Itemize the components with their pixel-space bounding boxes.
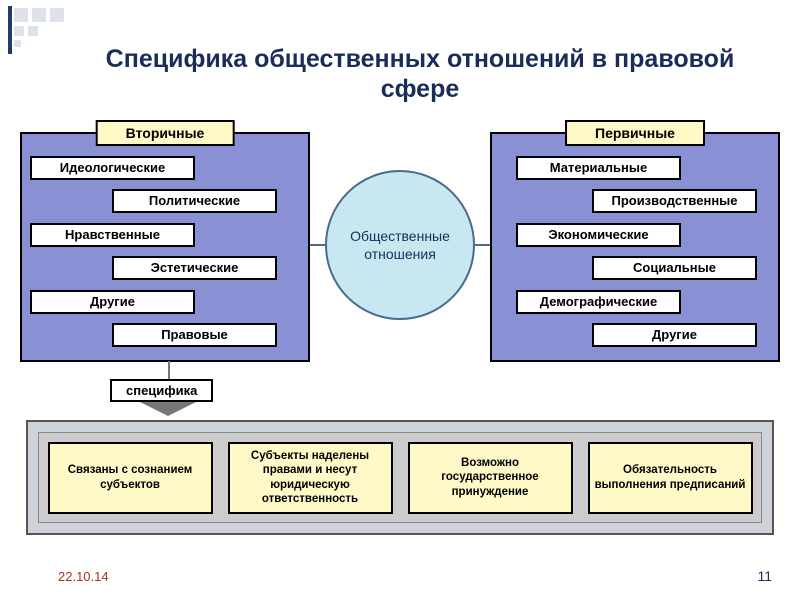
bottom-box-3: Возможно государственное принуждение <box>408 442 573 514</box>
corner-decoration <box>0 0 90 60</box>
left-item-1: Идеологические <box>30 156 195 180</box>
right-panel-header: Первичные <box>565 120 705 146</box>
center-circle: Общественные отношения <box>325 170 475 320</box>
left-panel: Вторичные Идеологические Политические Нр… <box>20 132 310 362</box>
bottom-box-2: Субъекты наделены правами и несут юридич… <box>228 442 393 514</box>
arrow-stem <box>168 361 170 379</box>
specifika-label: специфика <box>110 379 213 402</box>
bottom-inner: Связаны с сознанием субъектов Субъекты н… <box>38 432 762 523</box>
footer-date: 22.10.14 <box>58 569 109 584</box>
arrow-down-icon <box>140 402 196 416</box>
left-item-5: Другие <box>30 290 195 314</box>
right-item-3: Экономические <box>516 223 681 247</box>
bottom-box-1: Связаны с сознанием субъектов <box>48 442 213 514</box>
left-item-4: Эстетические <box>112 256 277 280</box>
left-item-6: Правовые <box>112 323 277 347</box>
left-item-3: Нравственные <box>30 223 195 247</box>
left-item-2: Политические <box>112 189 277 213</box>
right-item-5: Демографические <box>516 290 681 314</box>
bottom-panel: Связаны с сознанием субъектов Субъекты н… <box>26 420 774 535</box>
right-panel: Первичные Материальные Производственные … <box>490 132 780 362</box>
bottom-box-4: Обязательность выполнения предписаний <box>588 442 753 514</box>
left-panel-header: Вторичные <box>96 120 235 146</box>
right-item-2: Производственные <box>592 189 757 213</box>
page-number: 11 <box>757 568 772 584</box>
right-item-4: Социальные <box>592 256 757 280</box>
slide-title: Специфика общественных отношений в право… <box>100 44 740 104</box>
right-item-1: Материальные <box>516 156 681 180</box>
right-item-6: Другие <box>592 323 757 347</box>
